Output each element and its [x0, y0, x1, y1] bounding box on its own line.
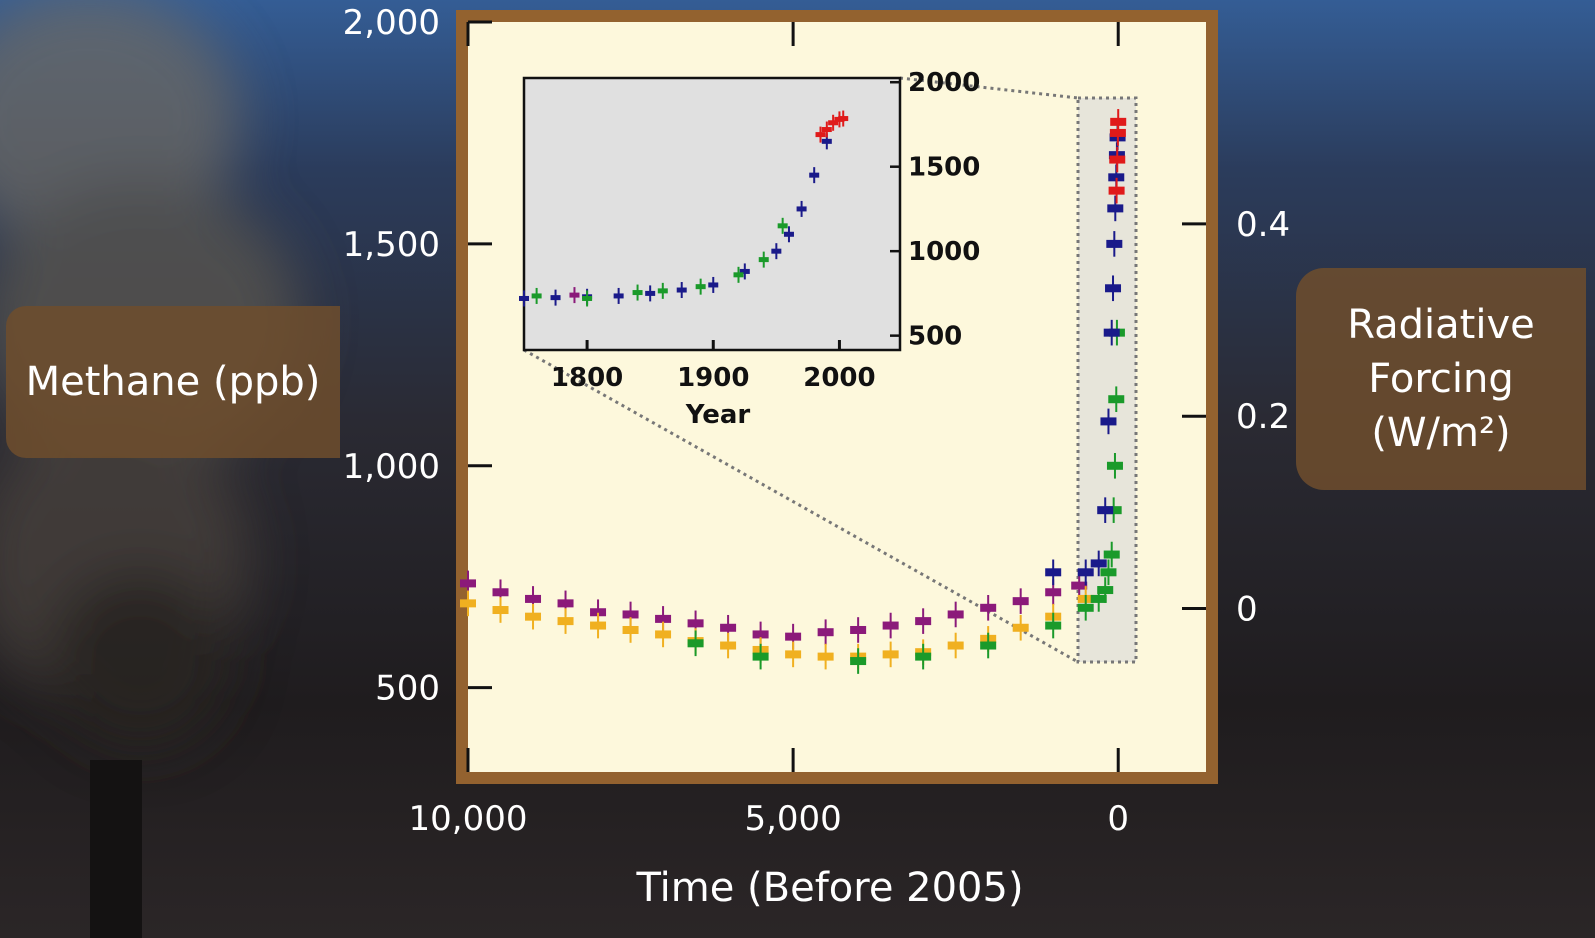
- data-point: [1100, 568, 1116, 576]
- data-point: [1078, 604, 1094, 612]
- data-point: [785, 650, 801, 658]
- data-point: [733, 272, 743, 277]
- data-point: [1045, 568, 1061, 576]
- data-point: [1097, 586, 1113, 594]
- data-point: [784, 232, 794, 237]
- data-point: [759, 257, 769, 262]
- data-point: [582, 296, 592, 301]
- data-point: [1097, 506, 1113, 514]
- x-tick-label: 5,000: [744, 799, 841, 839]
- data-point: [816, 132, 826, 137]
- data-point: [677, 288, 687, 293]
- data-point: [1104, 329, 1120, 337]
- y-tick-label: 1500: [908, 153, 980, 183]
- data-point: [818, 628, 834, 636]
- data-point: [590, 622, 606, 630]
- data-point: [838, 116, 848, 121]
- data-point: [655, 630, 671, 638]
- data-point: [883, 622, 899, 630]
- x-tick-label: 10,000: [409, 799, 528, 839]
- data-point: [778, 223, 788, 228]
- data-point: [460, 579, 476, 587]
- page: {"chart_data": [ {"type": "scatter", "x_…: [0, 0, 1595, 938]
- data-point: [525, 613, 541, 621]
- data-point: [785, 633, 801, 641]
- data-point: [1091, 559, 1107, 567]
- data-point: [1110, 118, 1126, 126]
- data-point: [1045, 588, 1061, 596]
- data-point: [696, 284, 706, 289]
- data-point: [1013, 624, 1029, 632]
- y-tick-label: 500: [375, 669, 440, 709]
- data-point: [822, 139, 832, 144]
- data-point: [551, 295, 561, 300]
- x-axis-label: Year: [685, 400, 751, 430]
- data-point: [688, 619, 704, 627]
- data-point: [688, 639, 704, 647]
- data-point: [915, 617, 931, 625]
- data-point: [1107, 462, 1123, 470]
- chimney: [90, 760, 142, 938]
- data-point: [720, 642, 736, 650]
- y2-tick-label: 0.4: [1236, 205, 1290, 245]
- data-point: [1109, 187, 1125, 195]
- x-tick-label: 1900: [677, 363, 749, 393]
- y-tick-label: 1000: [908, 237, 980, 267]
- data-point: [614, 293, 624, 298]
- data-point: [980, 604, 996, 612]
- y-tick-label: 500: [908, 322, 962, 352]
- data-point: [1045, 622, 1061, 630]
- data-point: [822, 127, 832, 132]
- data-point: [645, 291, 655, 296]
- data-point: [948, 642, 964, 650]
- data-point: [558, 599, 574, 607]
- y-tick-label: 1,500: [343, 225, 440, 265]
- data-point: [980, 642, 996, 650]
- data-point: [493, 588, 509, 596]
- data-point: [460, 599, 476, 607]
- y2-axis-label: Radiative Forcing (W/m²): [1296, 268, 1586, 490]
- x-tick-label: 1800: [551, 363, 623, 393]
- y-axis-label: Methane (ppb): [6, 306, 340, 458]
- data-point: [809, 173, 819, 178]
- y2-tick-label: 0: [1236, 590, 1258, 630]
- data-point: [532, 293, 542, 298]
- data-point: [525, 595, 541, 603]
- x-tick-label: 0: [1107, 799, 1129, 839]
- x-axis-label: Time (Before 2005): [560, 860, 1100, 916]
- data-point: [818, 653, 834, 661]
- y-tick-label: 1,000: [343, 447, 440, 487]
- data-point: [753, 653, 769, 661]
- data-point: [1107, 204, 1123, 212]
- data-point: [558, 617, 574, 625]
- data-point: [519, 296, 529, 301]
- data-point: [883, 650, 899, 658]
- data-point: [633, 290, 643, 295]
- x-tick-label: 2000: [803, 363, 875, 393]
- data-point: [493, 606, 509, 614]
- y2-tick-label: 0.2: [1236, 397, 1290, 437]
- data-point: [658, 288, 668, 293]
- y-tick-label: 2000: [908, 68, 980, 98]
- data-point: [708, 282, 718, 287]
- data-point: [771, 249, 781, 254]
- data-point: [1108, 395, 1124, 403]
- data-point: [1106, 240, 1122, 248]
- data-point: [569, 293, 579, 298]
- data-point: [623, 626, 639, 634]
- data-point: [850, 626, 866, 634]
- data-point: [720, 624, 736, 632]
- data-point: [948, 610, 964, 618]
- data-point: [1100, 417, 1116, 425]
- y-tick-label: 2,000: [343, 3, 440, 43]
- data-point: [915, 653, 931, 661]
- data-point: [1013, 597, 1029, 605]
- data-point: [1078, 568, 1094, 576]
- data-point: [1109, 156, 1125, 164]
- data-point: [1104, 551, 1120, 559]
- data-point: [797, 206, 807, 211]
- data-point: [850, 657, 866, 665]
- data-point: [1105, 284, 1121, 292]
